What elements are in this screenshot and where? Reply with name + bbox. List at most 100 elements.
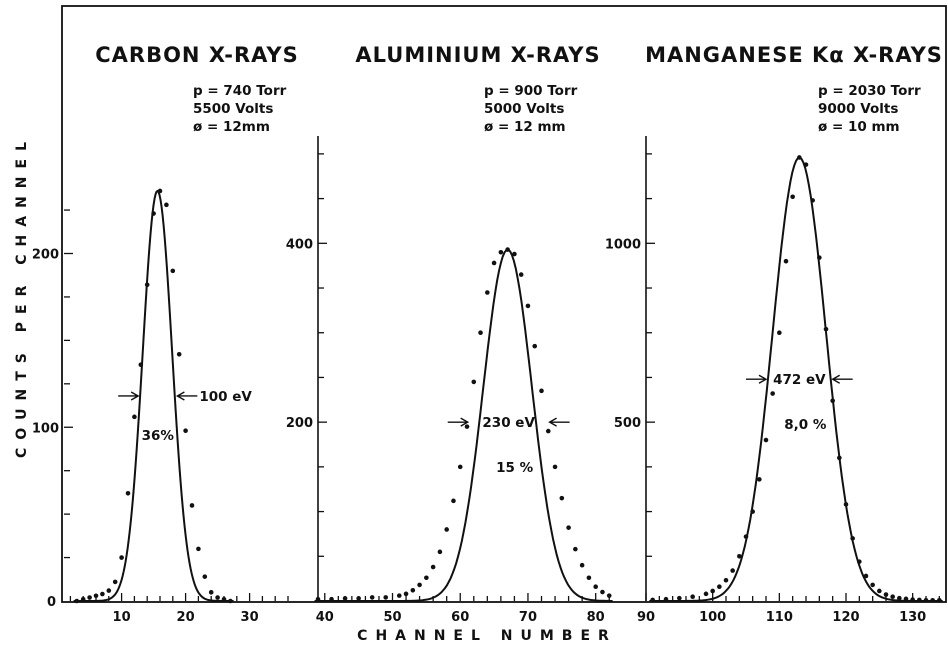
- panel-2: MANGANESE Kα X-RAYS p = 2030 Torr 9000 Vol…: [605, 43, 943, 625]
- data-point: [923, 597, 929, 603]
- data-point: [650, 597, 655, 603]
- x-tick-label: 30: [241, 610, 259, 625]
- x-tick-label: 70: [519, 610, 537, 625]
- data-point: [437, 549, 443, 555]
- data-point: [870, 582, 875, 588]
- data-point: [106, 588, 112, 593]
- data-point: [505, 247, 510, 252]
- data-point: [112, 579, 118, 585]
- fwhm-left-arrow: [746, 374, 768, 384]
- y-tick-label: 1000: [605, 237, 641, 252]
- data-point: [189, 503, 195, 508]
- x-tick-label: 120: [832, 610, 859, 625]
- data-point: [810, 198, 815, 203]
- y-tick-label: 500: [614, 416, 641, 431]
- resolution-label: 36%: [142, 428, 175, 444]
- data-point: [777, 330, 782, 336]
- data-point: [430, 564, 436, 570]
- data-point: [690, 594, 695, 600]
- fwhm-right-arrow: [831, 374, 853, 384]
- figure-frame: [61, 5, 947, 603]
- fit-curve: [649, 156, 943, 602]
- condition-line: ø = 12mm: [193, 119, 270, 135]
- panel-title: ALUMINIUM X-RAYS: [355, 43, 600, 67]
- data-point: [783, 258, 789, 264]
- resolution-label: 15 %: [496, 460, 533, 476]
- x-tick-label: 90: [637, 610, 655, 625]
- data-point: [525, 303, 531, 309]
- data-point: [857, 559, 862, 564]
- data-point: [457, 464, 463, 470]
- data-point: [586, 575, 592, 581]
- data-point: [843, 502, 849, 507]
- fwhm-right-arrow: [548, 417, 570, 427]
- data-point: [539, 388, 544, 394]
- data-point: [383, 595, 389, 600]
- data-point: [396, 593, 402, 598]
- data-point: [850, 536, 855, 541]
- data-point: [917, 597, 922, 603]
- data-point: [737, 553, 742, 559]
- y-axis-label: COUNTS PER CHANNEL: [14, 134, 30, 458]
- data-point: [157, 188, 163, 194]
- data-point: [369, 595, 375, 600]
- data-point: [797, 155, 802, 160]
- data-point: [208, 590, 214, 595]
- data-point: [424, 575, 429, 581]
- data-point: [903, 596, 909, 602]
- data-point: [498, 249, 504, 255]
- fit-curve: [314, 248, 613, 602]
- data-point: [750, 509, 755, 514]
- fwhm-left-arrow: [447, 417, 470, 427]
- x-tick-label: 10: [113, 610, 131, 625]
- condition-line: p = 740 Torr: [193, 83, 287, 99]
- panel-title: MANGANESE Kα X-RAYS: [645, 43, 943, 67]
- data-point: [823, 326, 829, 332]
- fwhm-label: 100 eV: [199, 389, 252, 405]
- y-tick-label: 200: [286, 416, 313, 431]
- data-point: [677, 595, 682, 601]
- data-point: [464, 424, 470, 429]
- data-point: [176, 351, 182, 357]
- x-tick-label: 110: [766, 610, 793, 625]
- data-point: [573, 546, 578, 552]
- data-point: [151, 211, 156, 216]
- data-point: [606, 593, 612, 598]
- data-point: [196, 546, 201, 552]
- data-point: [930, 597, 935, 603]
- data-point: [770, 391, 775, 396]
- data-point: [202, 574, 208, 579]
- data-point: [125, 490, 131, 496]
- data-point: [730, 568, 735, 573]
- x-tick-label: 20: [177, 610, 195, 625]
- y-tick-label: 200: [32, 248, 59, 263]
- data-point: [144, 282, 150, 288]
- data-point: [837, 455, 842, 461]
- data-point: [910, 597, 915, 602]
- fwhm-right-arrow: [175, 391, 198, 401]
- data-point: [342, 596, 348, 601]
- data-point: [600, 589, 605, 595]
- data-point: [743, 534, 749, 539]
- panel-1: ALUMINIUM X-RAYS p = 900 Torr 5000 Volts ø …: [286, 43, 613, 625]
- data-point: [863, 573, 869, 579]
- condition-line: ø = 12 mm: [484, 119, 566, 135]
- data-point: [403, 591, 409, 597]
- data-point: [417, 582, 422, 588]
- data-point: [579, 562, 585, 568]
- data-point: [80, 596, 86, 602]
- data-point: [723, 577, 729, 583]
- data-point: [471, 379, 477, 385]
- data-point: [410, 587, 416, 593]
- data-point: [763, 437, 769, 443]
- data-point: [877, 588, 882, 594]
- data-point: [183, 428, 188, 434]
- condition-line: 9000 Volts: [818, 101, 898, 117]
- fwhm-label: 472 eV: [773, 372, 826, 388]
- data-point: [87, 595, 92, 600]
- data-point: [717, 584, 722, 589]
- condition-line: ø = 10 mm: [818, 119, 900, 135]
- data-point: [329, 596, 334, 602]
- data-point: [512, 251, 517, 257]
